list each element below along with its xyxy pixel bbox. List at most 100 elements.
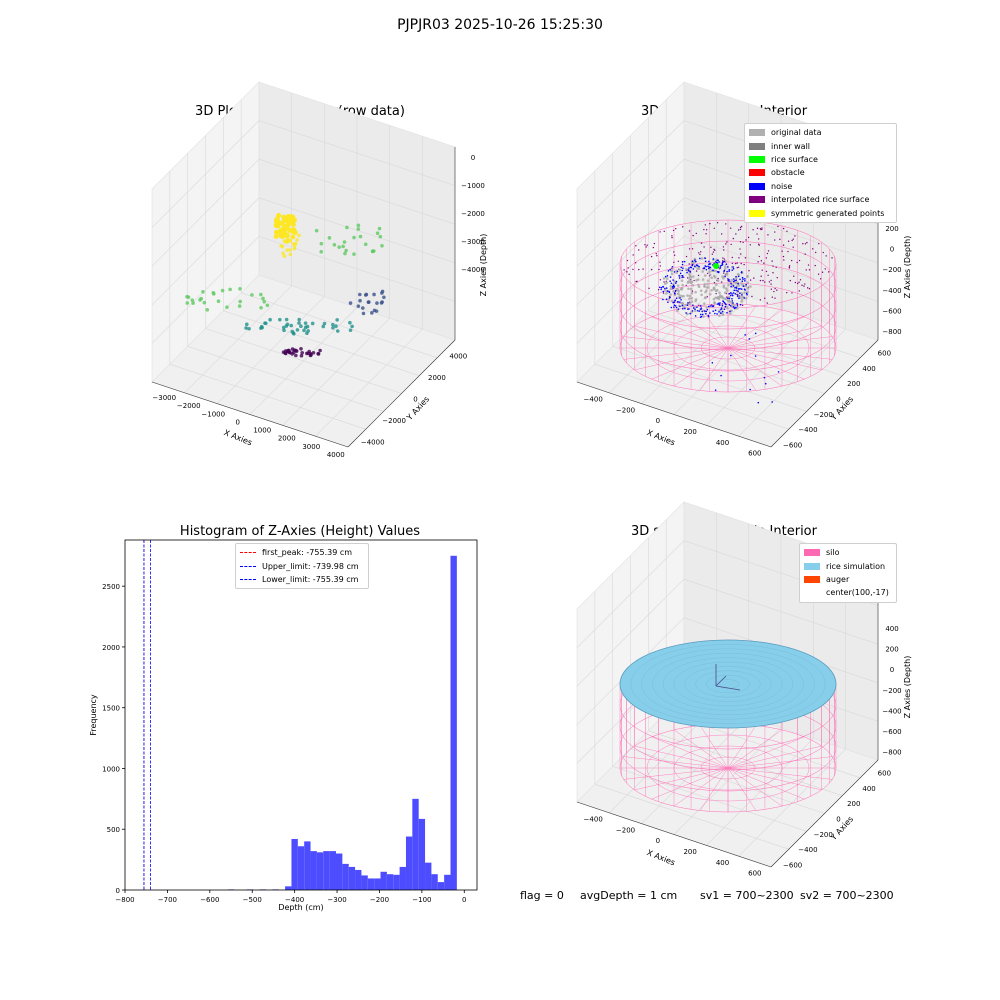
- plot2-noise-point: [695, 260, 697, 263]
- plot2-interp-point: [723, 272, 725, 274]
- legend-label: rice surface: [771, 154, 818, 164]
- plot2-original-point: [690, 296, 694, 300]
- plot2-interp-point: [632, 268, 634, 271]
- plot1-point: [285, 322, 290, 327]
- plot2-noise-point: [708, 260, 710, 263]
- plot2-noise-point: [687, 270, 690, 272]
- plot1-point: [295, 328, 300, 332]
- plot2-original-point: [689, 276, 693, 279]
- legend-label: Upper_limit: -739.98 cm: [262, 561, 359, 571]
- plot2-interp-point: [751, 295, 753, 298]
- plot2-noise-point: [686, 304, 689, 306]
- plot2-interp-point: [831, 257, 833, 259]
- plot1-point: [285, 248, 289, 252]
- plot2-interp-point: [764, 281, 766, 283]
- plot2-interp-point: [658, 268, 660, 271]
- plot2-interp-point: [681, 226, 684, 228]
- plot2-interp-point: [685, 255, 688, 258]
- plot2-original-point: [727, 299, 731, 303]
- plot2-interp-point: [662, 292, 665, 294]
- plot1-point: [261, 296, 265, 301]
- plot2-interp-point: [774, 297, 776, 299]
- plot2-noise-point: [674, 289, 677, 292]
- plot2-noise-point: [719, 267, 722, 269]
- plot2-original-point: [663, 288, 667, 292]
- plot2-interp-point: [713, 281, 716, 284]
- plot1-point: [278, 228, 284, 234]
- legend-label: auger: [826, 574, 850, 584]
- histogram-y-tick-label: 0: [116, 887, 120, 895]
- plot2-interp-point: [675, 227, 677, 230]
- plot2-noise-point: [669, 268, 671, 271]
- plot2-original-point: [691, 261, 694, 265]
- plot4-silo-floor-ring: [700, 756, 756, 780]
- plot2-noise-point: [680, 298, 682, 301]
- plot2-interp-point: [659, 279, 662, 281]
- plot1-point: [237, 304, 242, 308]
- plot4-x-tick: −200: [616, 826, 635, 834]
- plot2-noise-point: [733, 278, 735, 280]
- plot2-noise-point: [670, 306, 673, 309]
- plot2-noise-point: [736, 305, 739, 307]
- histogram-x-tick-label: 0: [462, 896, 466, 904]
- plot2-noise-point: [754, 332, 757, 335]
- plot2-noise-point: [705, 268, 708, 271]
- plot2-interp-point: [808, 269, 811, 271]
- plot2-original-point: [680, 279, 684, 282]
- histogram-bar: [374, 878, 381, 890]
- plot1-y-tick: 2000: [428, 374, 446, 382]
- plot2-noise-point: [720, 307, 723, 309]
- plot2-original-point: [697, 267, 701, 271]
- plot2-interp-point: [715, 292, 717, 295]
- plot2-original-point: [680, 301, 684, 305]
- plot2-original-point: [670, 272, 674, 276]
- histogram-x-tick-label: −700: [158, 896, 177, 904]
- plot2-noise-point: [728, 270, 730, 272]
- plot1-point: [356, 304, 361, 308]
- plot4-y-tick: 0: [836, 816, 840, 824]
- plot2-interp-point: [706, 272, 709, 275]
- plot2-original-point: [702, 302, 706, 305]
- plot1-point: [287, 348, 291, 353]
- plot2-noise-point: [730, 354, 732, 357]
- plot2-noise-point: [679, 305, 681, 308]
- plot1-point: [276, 212, 282, 218]
- plot2-noise-point: [667, 270, 670, 272]
- plot2-noise-point: [673, 304, 676, 307]
- plot2-noise-point: [707, 305, 710, 308]
- plot1-point: [309, 353, 313, 357]
- plot2-noise-point: [739, 292, 741, 295]
- plot2-original-point: [673, 280, 676, 283]
- plot2-interp-point: [801, 284, 803, 286]
- histogram-bar: [316, 852, 324, 890]
- legend-swatch: [749, 142, 765, 150]
- plot2-interp-point: [757, 238, 760, 240]
- plot4-silo-floor-ring: [673, 745, 783, 791]
- plot2-interp-point: [767, 250, 770, 252]
- plot2-interp-point: [698, 252, 700, 254]
- plot2-interp-point: [761, 227, 763, 229]
- plot2-original-point: [734, 276, 738, 280]
- histogram-bar: [444, 874, 451, 890]
- legend-label: original data: [771, 128, 822, 138]
- plot2-interp-point: [776, 289, 778, 291]
- plot2-noise-point: [681, 260, 684, 263]
- plot2-noise-point: [741, 280, 744, 283]
- plot2-interp-point: [828, 271, 830, 273]
- legend-label: center(100,-17): [826, 588, 889, 598]
- plot2-interp-point: [737, 266, 740, 269]
- plot1-point: [290, 347, 295, 351]
- plot4-z-label: Z Axies (Depth): [903, 656, 912, 719]
- legend-swatch: [749, 182, 765, 190]
- plot2-interp-point: [819, 278, 822, 280]
- plot2-noise-point: [716, 313, 718, 315]
- plot2-noise-point: [676, 301, 679, 303]
- plot2-noise-point: [660, 288, 662, 291]
- plot4-z-tick: −200: [882, 687, 901, 695]
- plot2-noise-point: [682, 307, 684, 310]
- plot2-z-label: Z Axies (Depth): [903, 236, 912, 299]
- plot2-noise-point: [734, 293, 737, 295]
- plot2-noise-point: [691, 263, 694, 266]
- plot2-original-point: [669, 293, 672, 296]
- plot1-point: [370, 249, 375, 253]
